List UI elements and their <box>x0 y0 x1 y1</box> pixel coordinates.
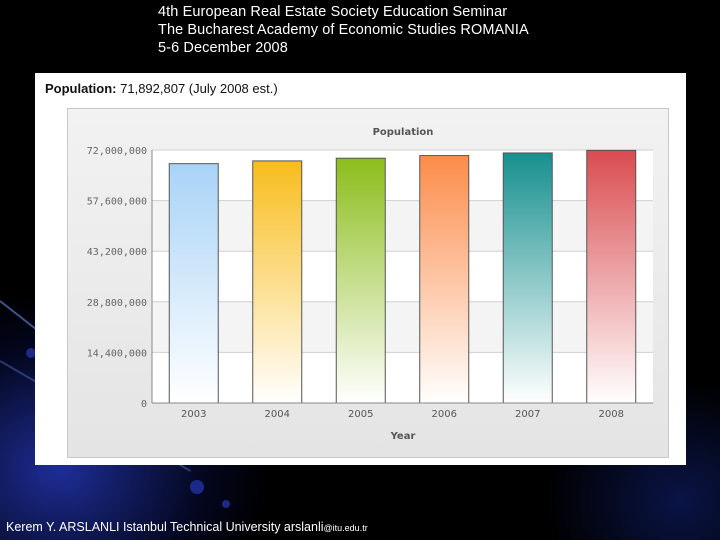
header-line-2: The Bucharest Academy of Economic Studie… <box>158 22 529 38</box>
population-line: Population: 71,892,807 (July 2008 est.) <box>45 81 278 96</box>
header-line-1: 4th European Real Estate Society Educati… <box>158 4 508 20</box>
footer-email-domain: @itu.edu.tr <box>323 523 368 533</box>
plot-band <box>152 251 653 302</box>
x-tick-label: 2005 <box>348 409 373 420</box>
plot-band <box>152 200 653 252</box>
footer-text: Kerem Y. ARSLANLI Istanbul Technical Uni… <box>6 520 324 534</box>
population-label: Population: <box>45 81 117 96</box>
bar-2006 <box>419 155 470 404</box>
x-tick-label: 2007 <box>515 409 540 420</box>
bar-2004 <box>252 160 303 404</box>
header-line-3: 5-6 December 2008 <box>158 40 288 56</box>
background-dot <box>26 348 36 358</box>
chart-title: Population <box>373 127 434 138</box>
x-tick-label: 2004 <box>265 409 290 420</box>
y-tick-label: 28,800,000 <box>87 298 147 309</box>
plot-band <box>152 352 653 403</box>
plot-band <box>152 301 653 353</box>
plot-band <box>152 150 653 201</box>
y-tick-label: 14,400,000 <box>87 348 147 359</box>
population-value: 71,892,807 (July 2008 est.) <box>120 81 278 96</box>
bar-chart: 0 14,400,000 28,800,000 43,200,000 57,600,00… <box>87 127 653 442</box>
y-tick-label: 0 <box>141 399 147 410</box>
x-tick-label: 2003 <box>181 409 206 420</box>
chart-panel: Population: 71,892,807 (July 2008 est.) … <box>35 73 686 465</box>
bar-2003 <box>168 163 219 404</box>
x-tick-label: 2006 <box>432 409 457 420</box>
slide-header: 4th European Real Estate Society Educati… <box>158 3 529 57</box>
bar-2007 <box>502 152 553 404</box>
x-tick-label: 2008 <box>599 409 624 420</box>
y-tick-label: 43,200,000 <box>87 247 147 258</box>
bar-2008 <box>586 149 637 404</box>
chart-box: 0 14,400,000 28,800,000 43,200,000 57,600,00… <box>67 108 669 458</box>
x-axis-title: Year <box>390 431 416 442</box>
background-dot <box>222 500 230 508</box>
y-tick-label: 72,000,000 <box>87 146 147 157</box>
bar-2005 <box>335 157 386 404</box>
y-tick-label: 57,600,000 <box>87 197 147 208</box>
slide-footer: Kerem Y. ARSLANLI Istanbul Technical Uni… <box>6 520 368 534</box>
background-dot <box>190 480 204 494</box>
